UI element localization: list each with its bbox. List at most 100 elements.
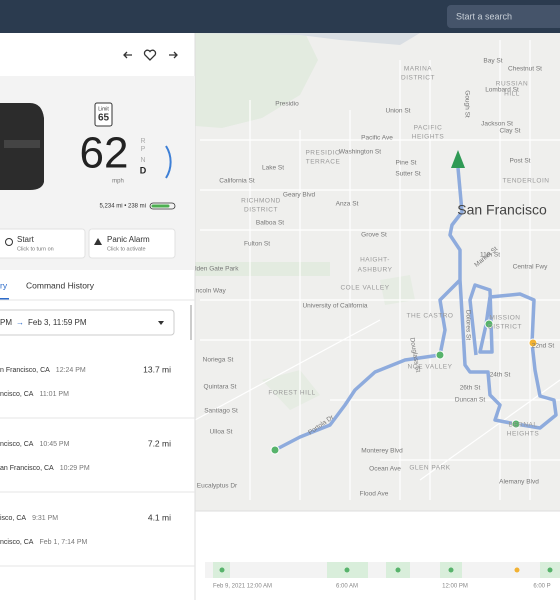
streets	[194, 40, 560, 500]
map-label: Central Fwy	[513, 264, 548, 271]
stop-pin[interactable]	[435, 350, 445, 360]
start-button[interactable]	[0, 228, 86, 259]
map-label: Jackson St	[481, 121, 513, 128]
map-label: Chestnut St	[508, 66, 542, 73]
timeline	[195, 511, 560, 600]
map-label: HILL	[504, 91, 520, 98]
map-label: HAIGHT-	[360, 257, 390, 264]
battery	[149, 202, 176, 210]
date-end: Feb 3, 11:59 PM	[28, 318, 87, 327]
map-label: FOREST HILL	[268, 390, 315, 397]
panic-subtitle[interactable]: Click to activate	[107, 246, 146, 252]
stop-pin[interactable]	[511, 419, 521, 429]
date-start: PM	[0, 318, 12, 327]
start-title[interactable]: Start	[17, 235, 35, 244]
map-label: Balboa St	[256, 220, 284, 227]
tab-active[interactable]: ry	[0, 280, 8, 290]
map-label: Lake St	[262, 165, 284, 172]
date-range[interactable]: PM → Feb 3, 11:59 PM	[0, 318, 87, 327]
power-arc	[165, 145, 172, 179]
timeline-label: 6:00 AM	[336, 584, 358, 590]
trip-place: ncisco, CA	[0, 441, 34, 448]
map-label: Flood Ave	[360, 491, 389, 498]
stop-pin[interactable]	[270, 445, 280, 455]
map-label: Gough St	[463, 90, 470, 118]
map-label: Post St	[510, 158, 531, 165]
map-label: COLE VALLEY	[340, 285, 389, 292]
gear: N	[140, 157, 145, 164]
panic-title[interactable]: Panic Alarm	[107, 235, 150, 244]
map-label: DISTRICT	[488, 324, 522, 331]
stop-pin[interactable]	[484, 319, 494, 329]
map-label: University of California	[302, 303, 367, 310]
map-label: RUSSIAN	[496, 81, 528, 88]
search-placeholder[interactable]: Start a search	[456, 11, 512, 21]
tab[interactable]: Command History	[26, 280, 95, 290]
speed-limit: 65	[98, 113, 110, 124]
tab-underline	[0, 298, 9, 300]
gear: D	[140, 165, 147, 175]
city-label: San Francisco	[457, 202, 547, 218]
map-label: Fulton St	[244, 241, 270, 248]
trip-distance: 4.1 mi	[148, 512, 171, 522]
map-label: Geary Blvd	[283, 192, 316, 199]
map-label: HEIGHTS	[507, 431, 540, 438]
speed-limit-label: Limit	[98, 106, 109, 112]
vehicle-marker[interactable]	[451, 150, 465, 168]
map-label: Monterey Blvd	[361, 448, 403, 455]
route	[274, 167, 558, 452]
map-label: Duncan St	[455, 397, 486, 404]
map-label: Noriega St	[203, 357, 234, 364]
trip-time: 10:45 PM	[39, 441, 69, 448]
gear: R	[140, 138, 145, 145]
trip-line: ncisco, CA 10:45 PM	[0, 441, 70, 448]
map-label: RICHMOND	[241, 198, 281, 205]
map-label: DISTRICT	[244, 207, 278, 214]
date-arrow: →	[16, 318, 24, 327]
map-label: Ulloa St	[210, 429, 233, 436]
map-label: 24th St	[490, 372, 511, 379]
trip-line: ncisco, CA Feb 1, 7:14 PM	[0, 539, 87, 546]
map-label: Pacific Ave	[361, 135, 393, 142]
map-label: Pine St	[396, 160, 417, 167]
map-label: Sutter St	[395, 171, 420, 178]
battery-level	[151, 204, 170, 208]
trip-time: 12:24 PM	[56, 367, 86, 374]
map-label: Washington St	[339, 149, 381, 156]
map-label: Clay St	[500, 128, 521, 135]
map-label: Santiago St	[204, 408, 238, 415]
trip-time: 10:29 PM	[60, 465, 90, 472]
water	[195, 33, 420, 45]
search-box[interactable]	[447, 5, 560, 28]
timeline-track	[205, 562, 560, 578]
map-label: MISSION	[490, 315, 521, 322]
park	[195, 262, 330, 276]
trip-place: n Francisco, CA	[0, 367, 50, 374]
map-label: Union St	[386, 108, 411, 115]
odometer: 5,234 mi • 238 mi	[100, 204, 146, 210]
speed: 62	[80, 129, 129, 178]
timeline-label: 12:00 PM	[442, 584, 468, 590]
timeline-label: Feb 9, 2021 12:00 AM	[213, 584, 272, 590]
trip-place: an Francisco, CA	[0, 465, 54, 472]
trip-time: 11:01 PM	[39, 391, 69, 398]
gear: P	[141, 146, 146, 153]
header-icons[interactable]	[123, 49, 178, 61]
map-label: 11th St	[480, 252, 500, 259]
map-label: incoln Way	[194, 288, 226, 295]
map-label: Eucalyptus Dr	[197, 483, 238, 490]
map[interactable]: San Francisco MARINA DISTRICT Presidio Unio…	[192, 33, 560, 511]
stop-pin[interactable]	[528, 338, 538, 348]
map-label: TENDERLOIN	[503, 178, 550, 185]
map-label: Bay St	[483, 58, 502, 65]
date-dropdown[interactable]	[0, 309, 175, 336]
panic-button[interactable]	[88, 228, 176, 259]
map-label: THE CASTRO	[407, 313, 454, 320]
start-subtitle[interactable]: Click to turn on	[17, 246, 54, 252]
dropdown-caret	[158, 321, 164, 325]
trip-line: isco, CA 9:31 PM	[0, 515, 58, 522]
map-label: olden Gate Park	[192, 266, 240, 273]
power-icon	[5, 238, 13, 246]
trip-distance: 13.7 mi	[143, 364, 171, 374]
